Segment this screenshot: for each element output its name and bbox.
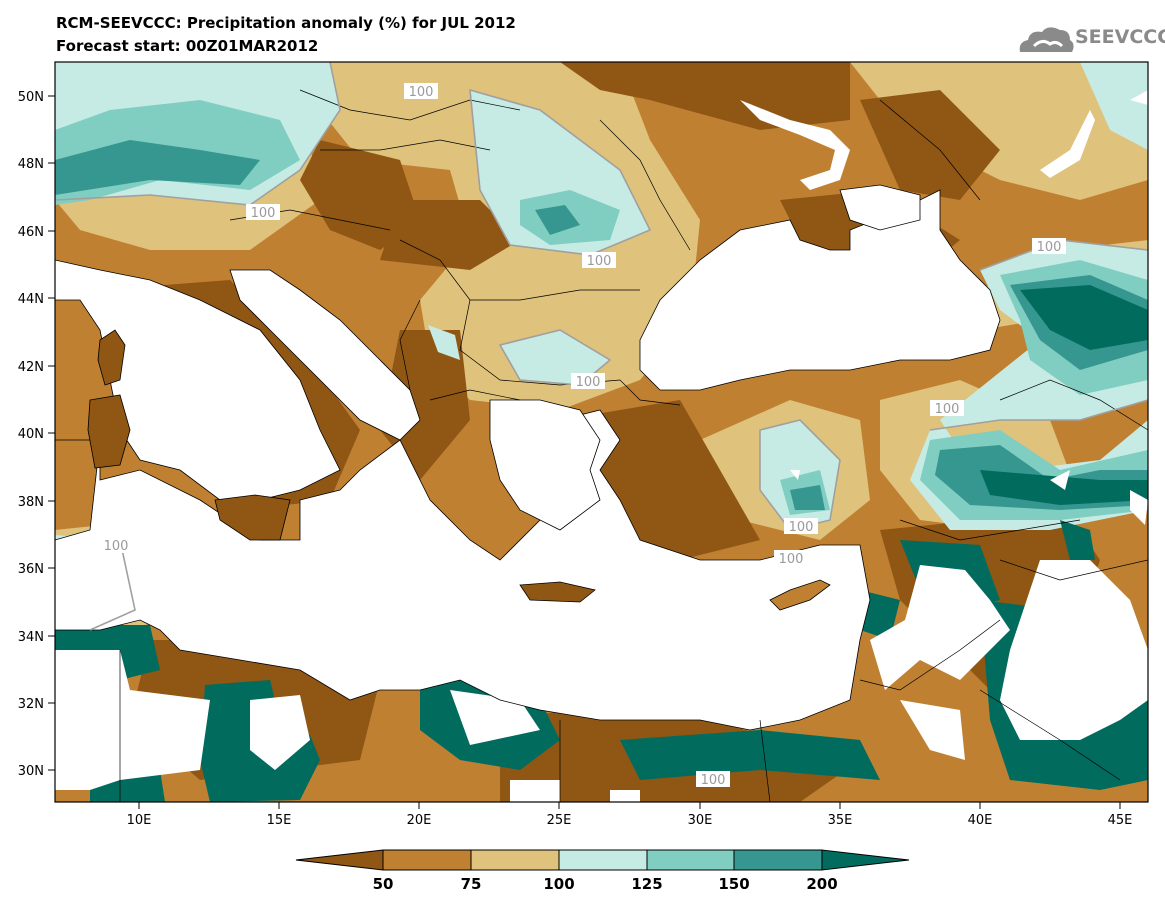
svg-text:100: 100 bbox=[409, 85, 434, 100]
lon-label: 45E bbox=[1108, 813, 1133, 828]
lat-label: 42N bbox=[18, 360, 44, 375]
colorbar-swatch-75-100 bbox=[470, 849, 560, 871]
svg-text:100: 100 bbox=[935, 402, 960, 417]
contour-label-7: 100 bbox=[784, 518, 818, 535]
contour-label-8: 100 bbox=[774, 550, 808, 567]
colorbar-label: 150 bbox=[718, 875, 749, 893]
lat-label: 38N bbox=[18, 495, 44, 510]
islands bbox=[87, 329, 831, 611]
svg-text:100: 100 bbox=[576, 375, 601, 390]
lon-label: 10E bbox=[127, 813, 152, 828]
contour-label-10: 100 bbox=[696, 771, 730, 788]
lat-label: 48N bbox=[18, 157, 44, 172]
colorbar bbox=[295, 849, 910, 871]
map-frame bbox=[54, 61, 1149, 803]
contour-label-1: 100 bbox=[404, 83, 438, 100]
svg-text:100: 100 bbox=[789, 520, 814, 535]
forecast-start-subtitle: Forecast start: 00Z01MAR2012 bbox=[56, 37, 319, 55]
map-field bbox=[55, 62, 1148, 802]
lat-label: 32N bbox=[18, 697, 44, 712]
lat-label: 46N bbox=[18, 225, 44, 240]
lat-label: 50N bbox=[18, 90, 44, 105]
lon-label: 20E bbox=[407, 813, 432, 828]
svg-text:100: 100 bbox=[587, 254, 612, 269]
colorbar-swatch-100-125 bbox=[558, 849, 648, 871]
colorbar-swatch-150-200 bbox=[733, 849, 823, 871]
cloud-icon bbox=[1019, 27, 1074, 52]
longitude-axis: 10E 15E 20E 25E 30E 35E 40E 45E bbox=[127, 802, 1133, 828]
rivers bbox=[740, 90, 1148, 190]
lat-label: 30N bbox=[18, 764, 44, 779]
contour-label-9: 100 bbox=[99, 537, 133, 554]
sea-areas bbox=[55, 184, 1001, 731]
lon-label: 40E bbox=[968, 813, 993, 828]
lon-label: 15E bbox=[267, 813, 292, 828]
colorbar-label: 125 bbox=[631, 875, 662, 893]
no-data-area bbox=[55, 470, 1148, 802]
colorbar-swatch-50-75 bbox=[382, 849, 472, 871]
lat-label: 40N bbox=[18, 427, 44, 442]
latitude-axis: 50N 48N 46N 44N 42N 40N 38N 36N 34N 32N … bbox=[18, 90, 55, 779]
lat-label: 36N bbox=[18, 562, 44, 577]
svg-text:100: 100 bbox=[104, 539, 129, 554]
lon-label: 30E bbox=[688, 813, 713, 828]
svg-text:100: 100 bbox=[701, 773, 726, 788]
map-title: RCM-SEEVCCC: Precipitation anomaly (%) f… bbox=[56, 14, 516, 32]
contour-label-6: 100 bbox=[930, 400, 964, 417]
colorbar-swatch-below-50 bbox=[295, 849, 384, 871]
colorbar-swatch-125-150 bbox=[646, 849, 735, 871]
colorbar-label: 50 bbox=[373, 875, 394, 893]
contour-label-5: 100 bbox=[571, 373, 605, 390]
contour-value-labels: 100 100 100 100 100 100 100 100 100 100 bbox=[99, 83, 1066, 788]
colorbar-labels: 50 75 100 125 150 200 bbox=[373, 875, 838, 893]
contour-label-4: 100 bbox=[1032, 238, 1066, 255]
contour-label-2: 100 bbox=[246, 204, 280, 221]
lon-label: 25E bbox=[547, 813, 572, 828]
svg-text:100: 100 bbox=[779, 552, 804, 567]
colorbar-label: 100 bbox=[543, 875, 574, 893]
contour-label-3: 100 bbox=[582, 252, 616, 269]
colorbar-swatch-above-200 bbox=[821, 849, 910, 871]
colorbar-label: 75 bbox=[461, 875, 482, 893]
logo-text: SEEVCCC bbox=[1075, 26, 1165, 48]
lat-label: 34N bbox=[18, 630, 44, 645]
svg-text:100: 100 bbox=[1037, 240, 1062, 255]
colorbar-label: 200 bbox=[806, 875, 837, 893]
svg-text:100: 100 bbox=[251, 206, 276, 221]
country-borders bbox=[119, 89, 1148, 802]
lat-label: 44N bbox=[18, 292, 44, 307]
lon-label: 35E bbox=[828, 813, 853, 828]
